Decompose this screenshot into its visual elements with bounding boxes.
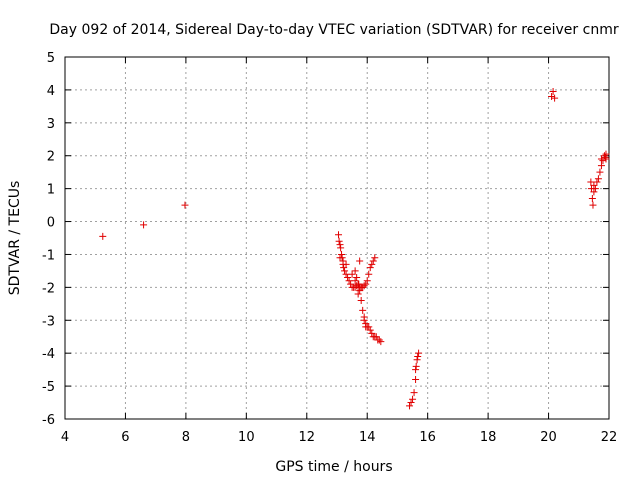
data-point xyxy=(587,178,595,186)
data-point xyxy=(355,280,363,288)
data-point xyxy=(593,178,601,186)
x-tick-label: 10 xyxy=(238,430,255,445)
data-point xyxy=(356,287,364,295)
x-axis-label: GPS time / hours xyxy=(275,459,392,475)
data-point xyxy=(360,316,368,324)
y-axis-label: SDTVAR / TECUs xyxy=(7,181,23,296)
grid-layer xyxy=(65,57,609,419)
data-point xyxy=(337,244,345,252)
data-point xyxy=(351,267,359,275)
data-point xyxy=(342,260,350,268)
y-tick-label: 2 xyxy=(47,150,55,165)
data-point xyxy=(345,277,353,285)
data-point xyxy=(368,260,376,268)
data-point xyxy=(357,297,365,305)
data-point xyxy=(594,175,602,183)
data-point xyxy=(140,221,148,229)
data-point xyxy=(409,395,417,403)
data-point xyxy=(589,201,597,209)
data-point xyxy=(359,306,367,314)
data-point xyxy=(362,323,370,331)
y-tick-label: 3 xyxy=(47,117,55,132)
data-point xyxy=(335,231,343,239)
y-tick-label: -5 xyxy=(42,380,55,395)
data-point xyxy=(590,188,598,196)
data-point xyxy=(336,241,344,249)
data-point xyxy=(413,356,421,364)
data-point xyxy=(369,257,377,265)
chart-title: Day 092 of 2014, Sidereal Day-to-day VTE… xyxy=(49,22,618,38)
data-point xyxy=(602,155,610,163)
y-tick-label: -3 xyxy=(42,314,55,329)
x-tick-label: 22 xyxy=(601,430,618,445)
data-point xyxy=(590,181,598,189)
y-tick-label: 4 xyxy=(47,84,55,99)
data-point xyxy=(181,201,189,209)
data-point xyxy=(360,282,368,290)
x-tick-label: 4 xyxy=(61,430,69,445)
data-point xyxy=(600,152,608,160)
data-point xyxy=(368,329,376,337)
data-point xyxy=(353,273,361,281)
y-tick-label: -2 xyxy=(42,281,55,296)
data-point xyxy=(548,92,556,100)
data-point xyxy=(339,257,347,265)
y-tick-label: -1 xyxy=(42,248,55,263)
data-point xyxy=(377,338,385,346)
data-point xyxy=(414,352,422,360)
data-point xyxy=(371,254,379,262)
data-point xyxy=(356,257,364,265)
data-point xyxy=(363,277,371,285)
x-tick-label: 8 xyxy=(182,430,190,445)
data-points xyxy=(99,88,610,410)
x-tick-label: 12 xyxy=(299,430,316,445)
data-point xyxy=(410,389,418,397)
x-tick-label: 6 xyxy=(121,430,129,445)
x-tick-label: 14 xyxy=(359,430,376,445)
data-point xyxy=(549,88,557,96)
y-tick-label: 1 xyxy=(47,183,55,198)
data-point xyxy=(362,280,370,288)
data-point xyxy=(365,270,373,278)
data-point xyxy=(415,349,423,357)
y-tick-label: 5 xyxy=(47,51,55,66)
plot-frame xyxy=(64,56,610,420)
y-tick-label: -4 xyxy=(42,347,55,362)
data-point xyxy=(596,168,604,176)
data-point xyxy=(366,326,374,334)
data-point xyxy=(348,270,356,278)
data-point xyxy=(407,399,415,407)
data-point xyxy=(344,273,352,281)
data-point xyxy=(336,254,344,262)
data-point xyxy=(338,250,346,258)
data-point xyxy=(335,237,343,245)
x-tick-label: 18 xyxy=(480,430,497,445)
data-point xyxy=(551,94,559,102)
data-point xyxy=(347,280,355,288)
data-point xyxy=(588,195,596,203)
data-point xyxy=(375,336,383,344)
data-point xyxy=(351,277,359,285)
data-point xyxy=(372,333,380,341)
data-point xyxy=(99,232,107,240)
data-point xyxy=(412,362,420,370)
x-tick-label: 20 xyxy=(540,430,557,445)
data-point xyxy=(354,290,362,298)
x-tick-label: 16 xyxy=(419,430,436,445)
data-point xyxy=(366,264,374,272)
data-point xyxy=(591,185,599,193)
data-point xyxy=(597,162,605,170)
y-tick-label: 0 xyxy=(47,216,55,231)
data-point xyxy=(342,270,350,278)
data-point xyxy=(406,402,414,410)
data-point xyxy=(601,153,609,161)
y-tick-label: -6 xyxy=(42,413,55,428)
data-point xyxy=(341,267,349,275)
data-point xyxy=(412,376,420,384)
data-point xyxy=(412,366,420,374)
